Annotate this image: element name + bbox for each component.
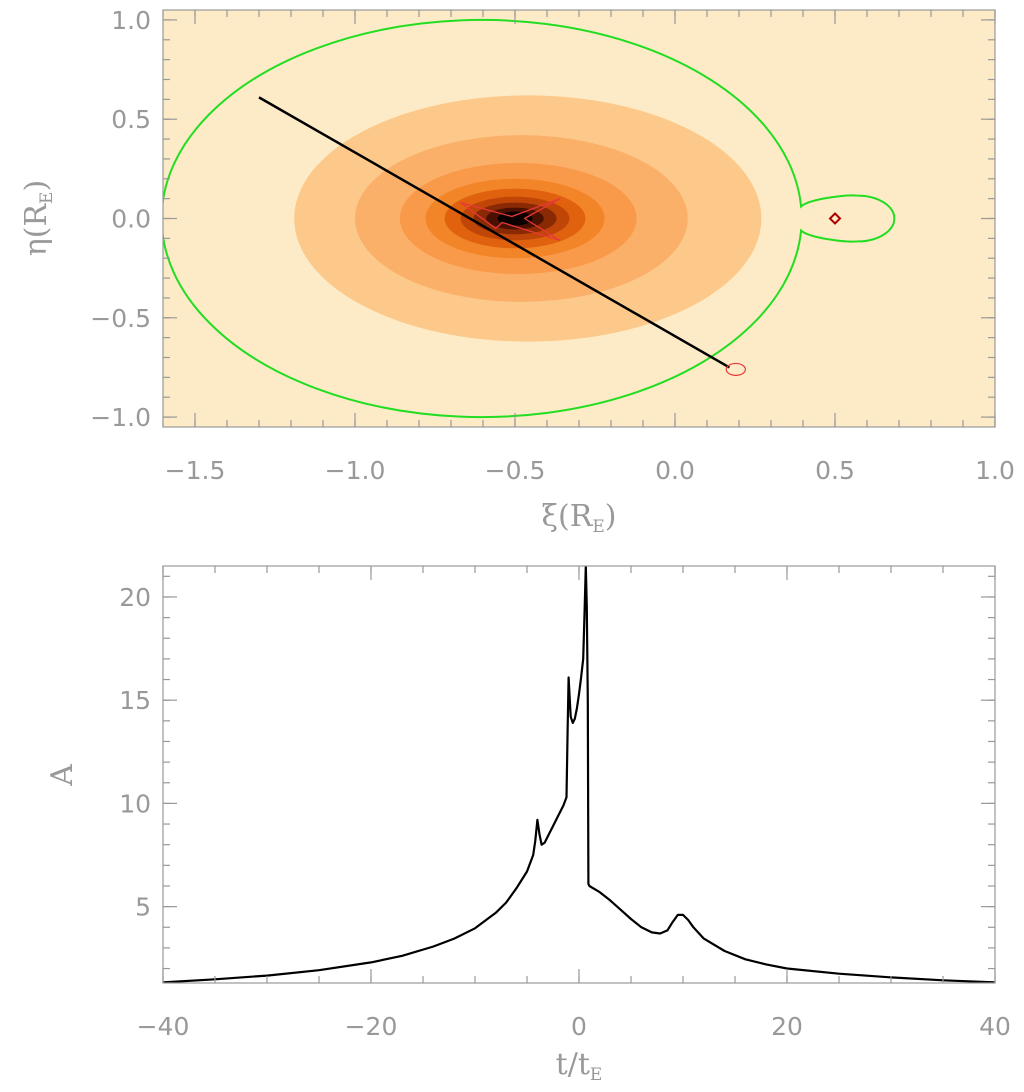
contour-y-tick-label: 0.0 (111, 205, 151, 234)
contour-y-axis-label: η(RE) (19, 180, 57, 256)
contour-x-tick-label: 1.0 (975, 456, 1015, 485)
lightcurve-x-tick-label: 40 (979, 1012, 1011, 1041)
lightcurve-ticks: −40 −20 0 20 40 5 10 15 20 (119, 566, 1011, 1041)
lightcurve-y-tick-label: 15 (119, 686, 151, 715)
caustic-curve (459, 197, 561, 241)
contour-y-tick-label: −0.5 (90, 304, 151, 333)
lens-marker (828, 212, 842, 225)
contour-x-tick-label: −1.5 (165, 456, 226, 485)
lightcurve-x-tick-label: 20 (771, 1012, 803, 1041)
lightcurve-plot-area (163, 566, 995, 983)
contour-x-tick-label: −1.0 (325, 456, 386, 485)
contour-y-tick-label: −1.0 (90, 403, 151, 432)
lightcurve-series-0 (163, 566, 995, 983)
lightcurve-y-tick-label: 5 (135, 893, 151, 922)
lightcurve-y-tick-label: 10 (119, 789, 151, 818)
lightcurve-panel: −40 −20 0 20 40 5 10 15 20 t/tE A (45, 565, 1011, 1085)
contour-x-tick-label: −0.5 (485, 456, 546, 485)
lightcurve-y-tick-label: 20 (119, 583, 151, 612)
lightcurve-x-tick-label: −20 (345, 1012, 398, 1041)
critical-curve (163, 18, 896, 419)
contour-x-tick-label: 0.5 (815, 456, 855, 485)
contour-ticks: −1.5 −1.0 −0.5 0.0 0.5 1.0 −1.0 −0.5 0.0 0.5 1.0 (90, 6, 1015, 485)
source-marker (725, 362, 747, 376)
lightcurve-plot-background (163, 566, 995, 983)
lightcurve-x-tick-label: 0 (571, 1012, 587, 1041)
source-trajectory (258, 96, 731, 369)
contour-panel: −1.5 −1.0 −0.5 0.0 0.5 1.0 −1.0 −0.5 0.0 0.5 1.0 ξ… (19, 6, 1015, 537)
lightcurve-x-axis-label: t/tE (556, 1047, 603, 1085)
contour-plot-area (163, 18, 896, 419)
lightcurve-x-tick-label: −40 (137, 1012, 190, 1041)
contour-x-axis-label: ξ(RE) (542, 499, 617, 537)
contour-y-tick-label: 0.5 (111, 105, 151, 134)
lightcurve-y-axis-label: A (45, 764, 80, 787)
contour-x-tick-label: 0.0 (655, 456, 695, 485)
contour-y-tick-label: 1.0 (111, 6, 151, 35)
